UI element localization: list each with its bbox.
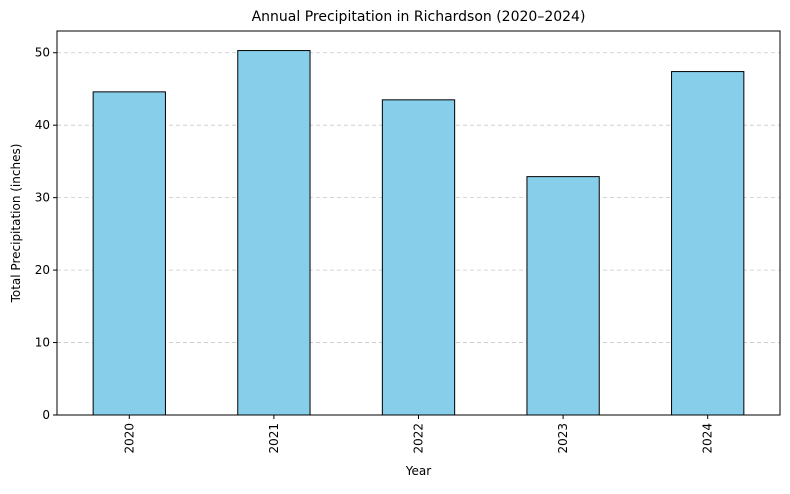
x-tick-label: 2021 [267,423,281,454]
y-axis: 0 10 20 30 40 50 [35,46,57,422]
y-tick-label: 20 [35,263,50,277]
y-tick-label: 40 [35,118,50,132]
bar-2022 [381,99,456,416]
bar-2023 [526,176,600,416]
y-axis-label: Total Precipitation (inches) [9,144,23,304]
x-tick-label: 2024 [701,423,715,454]
x-tick-label: 2020 [122,423,136,454]
y-tick-label: 0 [42,408,50,422]
x-axis-label: Year [405,464,431,478]
y-tick-label: 50 [35,46,50,60]
bars-layer [92,50,745,416]
x-tick-label: 2023 [556,423,570,454]
y-tick-label: 30 [35,191,50,205]
x-tick-label: 2022 [412,423,426,454]
y-tick-label: 10 [35,336,50,350]
bar-2021 [237,50,311,416]
x-axis: 2020 2021 2022 2023 2024 [122,415,715,454]
grid-layer [57,52,780,343]
bar-2020 [92,91,166,416]
chart-title: Annual Precipitation in Richardson (2020… [252,9,586,25]
bar-2024 [671,71,745,416]
